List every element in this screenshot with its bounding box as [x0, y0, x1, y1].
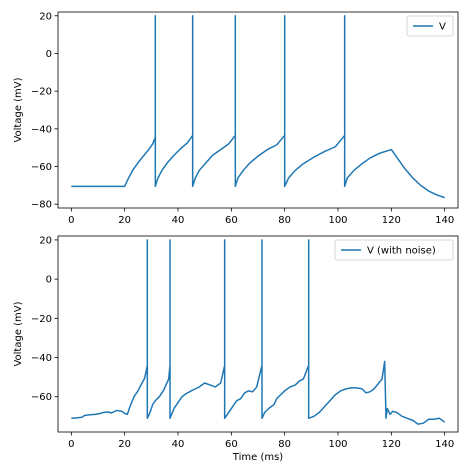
y-tick-label: 0	[46, 275, 52, 286]
x-tick-label: 100	[328, 215, 347, 226]
plot-frame	[57, 11, 459, 209]
y-tick-label: 0	[46, 49, 52, 60]
legend: V	[406, 15, 454, 37]
y-tick-label: 20	[39, 235, 52, 246]
x-tick-label: 20	[118, 215, 131, 226]
legend-label: V	[439, 22, 446, 33]
y-tick-label: −80	[31, 200, 52, 211]
legend-box	[334, 239, 454, 261]
x-tick-label: 40	[172, 215, 185, 226]
x-tick-label: 120	[382, 439, 401, 450]
y-tick-label: −60	[31, 392, 52, 403]
top-voltage-chart: 0 20 40 60 80 100 120 140 20 0 −20 −40 −60 −80 Voltage…	[13, 11, 459, 226]
x-tick-label: 60	[225, 215, 238, 226]
legend: V (with noise)	[334, 239, 454, 261]
x-tick-label: 0	[68, 439, 74, 450]
x-tick-label: 60	[225, 439, 238, 450]
legend-label: V (with noise)	[367, 246, 436, 257]
y-axis-label: Voltage (mV)	[13, 77, 24, 142]
x-tick-label: 100	[328, 439, 347, 450]
x-tick-label: 20	[118, 439, 131, 450]
plot-frame	[57, 235, 459, 433]
x-tick-label: 80	[278, 215, 291, 226]
y-tick-label: −20	[31, 87, 52, 98]
y-tick-label: −60	[31, 162, 52, 173]
x-tick-label: 0	[68, 215, 74, 226]
x-tick-label: 120	[382, 215, 401, 226]
x-axis-label: Time (ms)	[232, 452, 284, 463]
y-tick-label: −40	[31, 353, 52, 364]
y-tick-label: 20	[39, 11, 52, 22]
x-tick-label: 40	[172, 439, 185, 450]
y-axis-label: Voltage (mV)	[13, 301, 24, 366]
x-tick-label: 80	[278, 439, 291, 450]
series-line-0	[71, 15, 445, 199]
x-tick-label: 140	[435, 439, 454, 450]
series-line-0	[71, 239, 446, 425]
x-tick-label: 140	[435, 215, 454, 226]
y-tick-label: −40	[31, 124, 52, 135]
bottom-voltage-noise-chart: 0 20 40 60 80 100 120 140 20 0 −20 −40 −60 Voltage (m…	[13, 235, 459, 463]
y-tick-label: −20	[31, 314, 52, 325]
